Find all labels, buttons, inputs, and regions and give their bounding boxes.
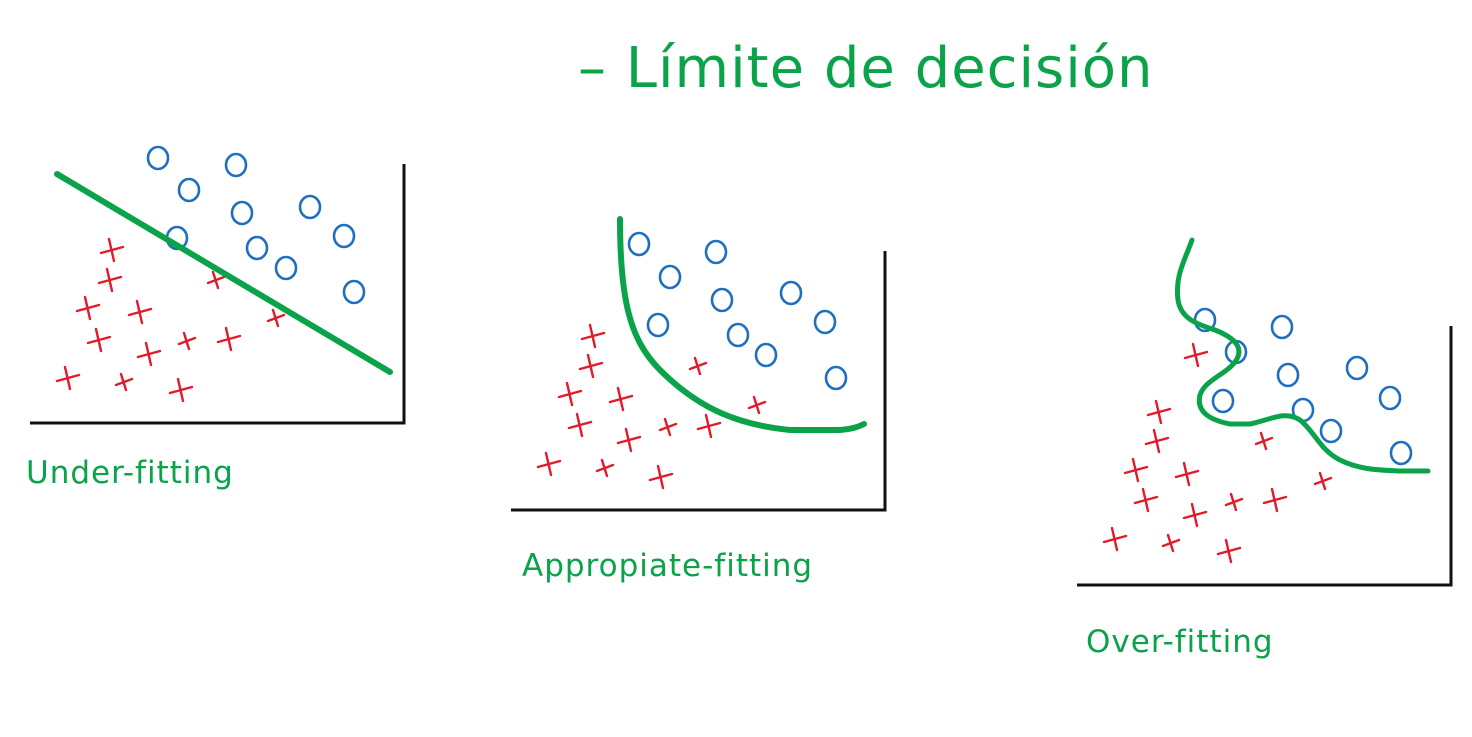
- circle-point: [342, 279, 366, 305]
- circle-point: [813, 309, 837, 335]
- cross-point: [1224, 492, 1244, 512]
- cross-point: [266, 308, 286, 328]
- cross-points: [1102, 342, 1333, 564]
- cross-point: [1313, 471, 1333, 491]
- cross-point: [658, 417, 678, 437]
- panel-under-fitting: [30, 145, 406, 425]
- cross-point: [1146, 399, 1172, 425]
- circle-point: [274, 255, 298, 281]
- cross-point: [1183, 342, 1209, 368]
- cross-point: [168, 377, 194, 403]
- cross-point: [99, 237, 125, 263]
- circle-point: [658, 264, 682, 290]
- cross-point: [1102, 526, 1128, 552]
- circle-point: [1211, 388, 1235, 414]
- axes: [30, 164, 406, 425]
- cross-point: [567, 412, 593, 438]
- cross-point: [136, 341, 162, 367]
- cross-point: [1254, 431, 1274, 451]
- cross-point: [616, 427, 642, 453]
- cross-point: [55, 365, 81, 391]
- circle-point: [704, 239, 728, 265]
- cross-point: [1144, 428, 1170, 454]
- panel-appropriate-fitting: [511, 216, 887, 512]
- cross-point: [1133, 487, 1159, 513]
- cross-point: [536, 451, 562, 477]
- axes: [1077, 326, 1453, 587]
- circle-point: [1319, 418, 1343, 444]
- circle-points: [627, 231, 848, 391]
- cross-points: [536, 323, 767, 490]
- circle-point: [627, 231, 651, 257]
- axes: [511, 251, 887, 512]
- cross-point: [75, 295, 101, 321]
- page-title: – Límite de decisión: [578, 36, 1154, 101]
- cross-point: [97, 267, 123, 293]
- cross-point: [648, 464, 674, 490]
- circle-points: [1193, 307, 1413, 466]
- cross-point: [608, 386, 634, 412]
- circle-point: [230, 200, 254, 226]
- cross-point: [114, 372, 134, 392]
- decision-boundary-curve: [617, 216, 867, 433]
- circle-point: [1270, 314, 1294, 340]
- circle-point: [177, 177, 201, 203]
- caption-appropriate-fitting: Appropiate-fitting: [522, 548, 814, 584]
- cross-point: [747, 395, 767, 415]
- cross-point: [177, 331, 197, 351]
- circle-point: [298, 194, 322, 220]
- circle-point: [245, 235, 269, 261]
- cross-point: [216, 326, 242, 352]
- circle-point: [726, 322, 750, 348]
- circle-point: [224, 152, 248, 178]
- cross-point: [206, 270, 226, 290]
- cross-point: [696, 413, 722, 439]
- circle-point: [1389, 440, 1413, 466]
- cross-point: [557, 381, 583, 407]
- cross-points: [55, 237, 286, 403]
- decision-boundary-wiggly-curve: [1174, 237, 1431, 474]
- cross-point: [1161, 533, 1181, 553]
- panel-over-fitting: [1077, 237, 1453, 587]
- cross-point: [1123, 457, 1149, 483]
- cross-point: [1262, 487, 1288, 513]
- cross-point: [578, 353, 604, 379]
- circle-point: [332, 223, 356, 249]
- caption-over-fitting: Over-fitting: [1086, 624, 1274, 660]
- circle-point: [824, 365, 848, 391]
- cross-point: [1182, 502, 1208, 528]
- cross-point: [127, 299, 153, 325]
- circle-points: [146, 145, 366, 305]
- circle-point: [710, 287, 734, 313]
- caption-under-fitting: Under-fitting: [26, 455, 234, 491]
- circle-point: [1378, 385, 1402, 411]
- cross-point: [1174, 461, 1200, 487]
- decision-boundary-line: [54, 171, 393, 375]
- circle-point: [1276, 362, 1300, 388]
- cross-point: [580, 323, 606, 349]
- cross-point: [1216, 538, 1242, 564]
- circle-point: [146, 145, 170, 171]
- cross-point: [86, 327, 112, 353]
- cross-point: [595, 458, 615, 478]
- circle-point: [754, 342, 778, 368]
- circle-point: [646, 312, 670, 338]
- cross-point: [688, 356, 708, 376]
- circle-point: [779, 280, 803, 306]
- circle-point: [1345, 355, 1369, 381]
